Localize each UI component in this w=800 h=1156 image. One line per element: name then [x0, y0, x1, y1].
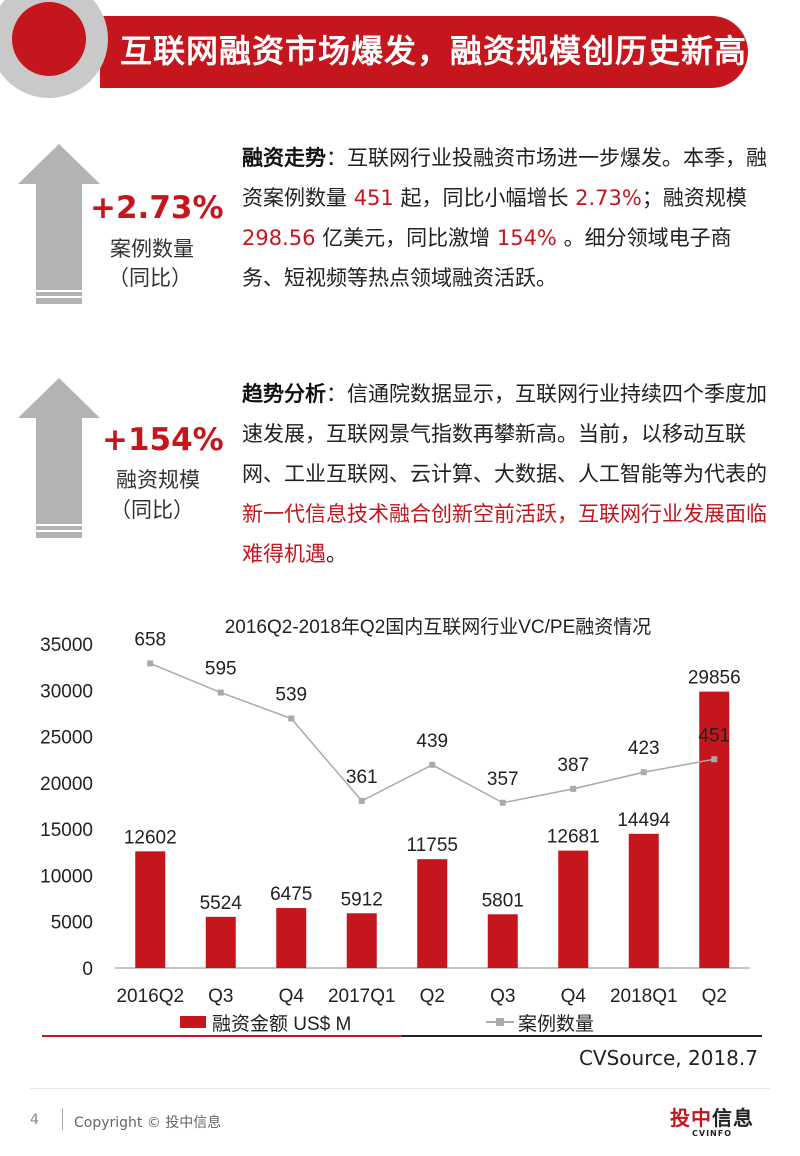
bar-data-label: 6475 — [270, 884, 312, 905]
page-title: 互联网融资市场爆发，融资规模创历史新高 — [120, 32, 748, 70]
line-point — [217, 689, 224, 696]
x-tick-label: 2017Q1 — [328, 986, 396, 1007]
financing-scale-growth: +154% — [102, 422, 224, 458]
y-tick-label: 25000 — [40, 728, 93, 749]
case-growth-value: 2.73% — [575, 186, 642, 210]
bar-financing — [276, 908, 307, 968]
trend-analysis-paragraph: 趋势分析：信通院数据显示，互联网行业持续四个季度加速发展，互联网景气指数再攀新高… — [242, 374, 772, 574]
financing-growth-value: 154% — [496, 226, 557, 250]
line-point — [429, 761, 436, 768]
up-arrow-icon — [18, 144, 100, 304]
footer-separator — [62, 1108, 63, 1130]
logo-sub-text: CVINFO — [692, 1129, 732, 1138]
y-tick-label: 35000 — [40, 635, 93, 656]
line-data-label: 439 — [416, 731, 448, 752]
y-tick-label: 20000 — [40, 774, 93, 795]
y-tick-label: 0 — [82, 959, 93, 980]
copyright: Copyright © 投中信息 — [74, 1115, 222, 1131]
financing-scale-label: 融资规模 — [116, 468, 200, 492]
bar-data-label: 5801 — [482, 890, 524, 911]
bar-data-label: 12681 — [547, 827, 600, 848]
chart-source: CVSource, 2018.7 — [578, 1046, 758, 1070]
y-tick-label: 5000 — [51, 913, 93, 934]
para2-heading: 趋势分析 — [242, 382, 326, 406]
para1-heading: 融资走势 — [242, 146, 326, 170]
bar-financing — [417, 859, 448, 968]
logo-main-text2: 信息 — [712, 1106, 754, 1130]
legend-bar-swatch — [180, 1016, 206, 1028]
bar-data-label: 12602 — [124, 827, 177, 848]
y-tick-label: 10000 — [40, 866, 93, 887]
line-data-label: 357 — [487, 769, 519, 790]
x-tick-label: Q2 — [702, 986, 727, 1007]
financing-amount-value: 298.56 — [242, 226, 316, 250]
bar-financing — [558, 850, 589, 968]
x-tick-label: Q4 — [561, 986, 587, 1007]
bar-data-label: 29856 — [688, 668, 741, 689]
footer-divider — [30, 1088, 770, 1089]
line-data-label: 595 — [205, 659, 237, 680]
legend-line-marker — [496, 1018, 504, 1026]
bar-data-label: 11755 — [407, 835, 458, 856]
line-point — [358, 797, 365, 804]
line-data-label: 387 — [557, 755, 589, 776]
case-count-label: 案例数量 — [110, 237, 194, 261]
bar-financing — [205, 916, 236, 968]
line-point — [147, 660, 154, 667]
financing-trend-paragraph: 融资走势：互联网行业投融资市场进一步爆发。本季，融资案例数量 451 起，同比小… — [242, 138, 772, 298]
line-point — [288, 715, 295, 722]
line-data-label: 539 — [275, 685, 307, 706]
para2-text: 。 — [326, 542, 347, 566]
bar-data-label: 5524 — [200, 893, 243, 914]
y-tick-label: 15000 — [40, 820, 93, 841]
x-tick-label: Q4 — [279, 986, 305, 1007]
banner-circle-decoration — [0, 0, 108, 98]
case-count-growth: +2.73% — [90, 190, 224, 226]
up-arrow-icon — [18, 378, 100, 538]
bar-financing — [135, 851, 166, 968]
x-tick-label: 2016Q2 — [116, 986, 184, 1007]
bar-financing — [346, 913, 377, 968]
x-tick-label: 2018Q1 — [610, 986, 678, 1007]
line-data-label: 423 — [628, 738, 660, 759]
line-point — [640, 769, 647, 776]
para1-text: 起，同比小幅增长 — [393, 186, 576, 210]
line-data-label: 361 — [346, 767, 378, 788]
title-banner — [100, 16, 748, 88]
bar-data-label: 5912 — [341, 889, 383, 910]
bar-financing — [487, 914, 518, 968]
line-data-label: 658 — [134, 629, 166, 650]
para1-text: 。细分领域电子商务、短视频等热点领域融资活跃。 — [242, 226, 732, 290]
para1-text: 亿美元，同比激增 — [315, 226, 497, 250]
para2-text: ：信通院数据显示，互联网行业持续四个季度加速发展，互联网景气指数再攀新高。当前，… — [242, 382, 767, 486]
x-tick-label: Q2 — [420, 986, 445, 1007]
legend-bar-label: 融资金额 US$ M — [212, 1013, 351, 1035]
bar-financing — [699, 691, 730, 968]
bar-financing — [628, 833, 659, 968]
chart-title: 2016Q2-2018年Q2国内互联网行业VC/PE融资情况 — [225, 616, 652, 638]
logo-main-text: 投中 — [670, 1106, 712, 1130]
line-point — [499, 799, 506, 806]
financing-chart: 2016Q2-2018年Q2国内互联网行业VC/PE融资情况 35000 3000… — [40, 616, 762, 1037]
line-point — [570, 785, 577, 792]
para2-highlight: 新一代信息技术融合创新空前活跃，互联网行业发展面临难得机遇 — [242, 502, 767, 566]
line-point — [711, 756, 718, 763]
bar-data-label: 14494 — [617, 810, 670, 831]
legend-line-label: 案例数量 — [518, 1013, 594, 1035]
para1-text: ：互联网行业投融资市场进一步爆发。本季，融资案例数量 — [242, 146, 767, 210]
financing-scale-sub: （同比） — [110, 498, 194, 522]
case-count-sub: （同比） — [108, 266, 192, 290]
x-tick-label: Q3 — [490, 986, 515, 1007]
cvinfo-logo: 投中信息 CVINFO — [670, 1102, 754, 1138]
case-count-value: 451 — [353, 186, 394, 210]
para1-text: ；融资规模 — [641, 186, 747, 210]
y-tick-label: 30000 — [40, 681, 93, 702]
page-number: 4 — [30, 1112, 39, 1128]
line-data-label: 451 — [698, 725, 730, 746]
x-tick-label: Q3 — [208, 986, 233, 1007]
